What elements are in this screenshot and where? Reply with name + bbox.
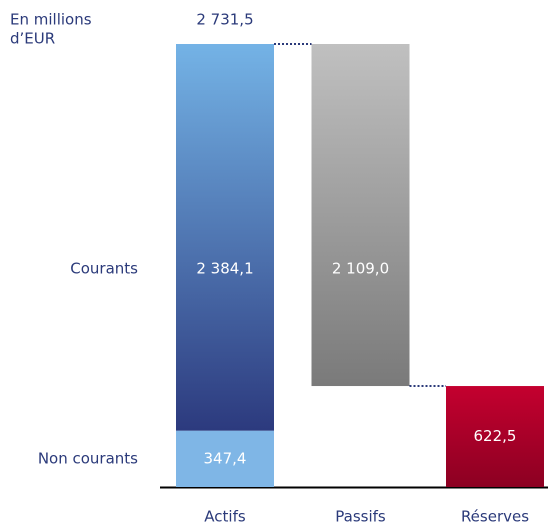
x-tick-label: Passifs bbox=[335, 508, 386, 526]
series-label: Courants bbox=[70, 260, 138, 278]
bar-segment bbox=[311, 44, 410, 387]
unit-label: En millions bbox=[10, 11, 92, 29]
x-tick-label: Actifs bbox=[204, 508, 246, 526]
x-tick-label: Réserves bbox=[461, 508, 529, 526]
unit-label: d’EUR bbox=[10, 30, 55, 48]
bar-segment bbox=[176, 44, 274, 431]
value-label: 347,4 bbox=[204, 449, 247, 467]
value-label: 2 384,1 bbox=[196, 260, 253, 278]
value-label: 2 109,0 bbox=[332, 260, 389, 278]
series-label: Non courants bbox=[38, 449, 138, 467]
bar-segment bbox=[446, 386, 544, 487]
value-label: 622,5 bbox=[474, 427, 517, 445]
total-label: 2 731,5 bbox=[196, 11, 253, 29]
bar-segment bbox=[176, 430, 274, 487]
